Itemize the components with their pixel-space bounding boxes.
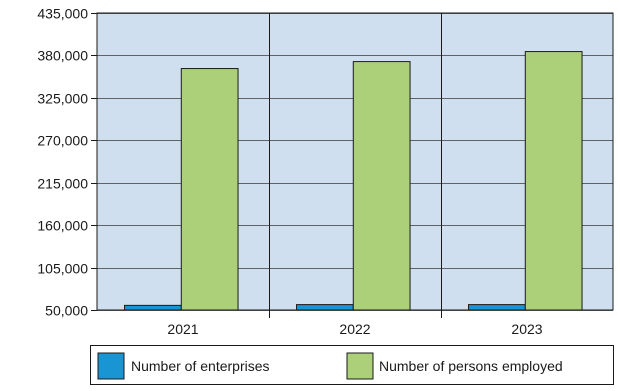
x-axis-tick-labels: 2021 2022 2023 [167, 321, 542, 337]
y-tick-label: 325,000 [37, 91, 88, 107]
y-tick-label: 160,000 [37, 218, 88, 234]
y-tick-label: 215,000 [37, 176, 88, 192]
x-tick-label: 2023 [511, 321, 542, 337]
y-tick-label: 105,000 [37, 261, 88, 277]
y-tick-label: 380,000 [37, 48, 88, 64]
x-tick-label: 2022 [339, 321, 370, 337]
legend: Number of enterprises Number of persons e… [90, 345, 614, 385]
bars [124, 51, 583, 311]
y-tick-label: 435,000 [37, 6, 88, 22]
category-separators [269, 13, 442, 318]
legend-label: Number of persons employed [379, 358, 563, 374]
plot-border [96, 12, 614, 311]
bar-enterprises-2021 [124, 304, 182, 311]
legend-label: Number of enterprises [131, 358, 270, 374]
y-axis-tick-labels: 50,000 105,000 160,000 215,000 270,000 325,00… [37, 6, 88, 319]
legend-swatch [97, 352, 125, 380]
bar-persons-employed-2021 [180, 68, 239, 311]
bar-persons-employed-2023 [524, 51, 583, 311]
x-tick-label: 2021 [167, 321, 198, 337]
legend-swatch [346, 352, 374, 380]
bar-enterprises-2022 [296, 304, 354, 311]
bar-persons-employed-2022 [352, 61, 411, 311]
bar-enterprises-2023 [468, 304, 526, 311]
y-tick-label: 270,000 [37, 133, 88, 149]
y-tick-label: 50,000 [45, 303, 88, 319]
